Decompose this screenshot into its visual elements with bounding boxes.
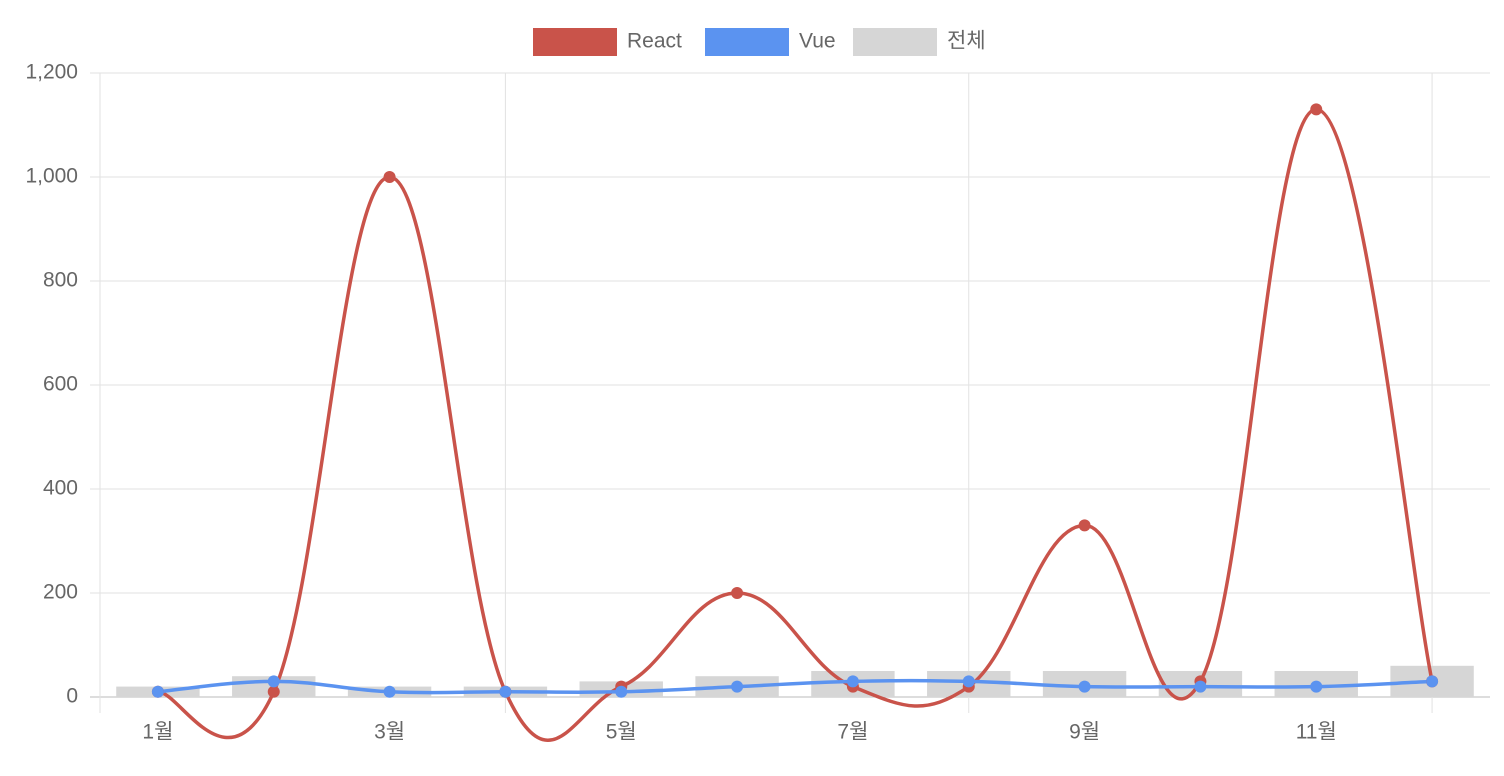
y-tick-label: 600 (43, 373, 78, 396)
point (846, 675, 859, 688)
point (151, 685, 164, 698)
point (267, 685, 280, 698)
line (157, 678, 1433, 695)
legend-label: React (627, 30, 682, 53)
y-tick-label: 1,000 (25, 165, 78, 188)
y-tick-label: 800 (43, 269, 78, 292)
y-tick-label: 0 (66, 685, 78, 708)
point (1310, 103, 1323, 116)
line (157, 107, 1434, 742)
point (499, 685, 512, 698)
x-tick-label: 9월 (1069, 721, 1100, 744)
legend-swatch (853, 28, 937, 56)
point (1426, 675, 1439, 688)
y-tick-label: 1,200 (25, 61, 78, 84)
point (731, 680, 744, 693)
legend-label: Vue (799, 30, 836, 53)
point (1310, 680, 1323, 693)
x-tick-label: 11월 (1296, 721, 1337, 744)
point (962, 675, 975, 688)
x-tick-label: 1월 (142, 721, 173, 744)
point (383, 685, 396, 698)
point (731, 587, 744, 599)
x-tick-label: 7월 (837, 721, 868, 744)
point (1194, 680, 1207, 693)
legend-swatch (705, 28, 789, 56)
legend-swatch (533, 28, 617, 56)
y-tick-label: 200 (43, 581, 78, 604)
x-tick-label: 3월 (374, 721, 405, 744)
point (1078, 680, 1091, 693)
x-tick-label: 5월 (606, 721, 637, 744)
point (1078, 519, 1091, 532)
point (615, 685, 628, 698)
point (383, 171, 396, 183)
y-tick-label: 400 (43, 477, 78, 500)
legend-label: 전체 (947, 30, 986, 53)
point (267, 675, 280, 688)
